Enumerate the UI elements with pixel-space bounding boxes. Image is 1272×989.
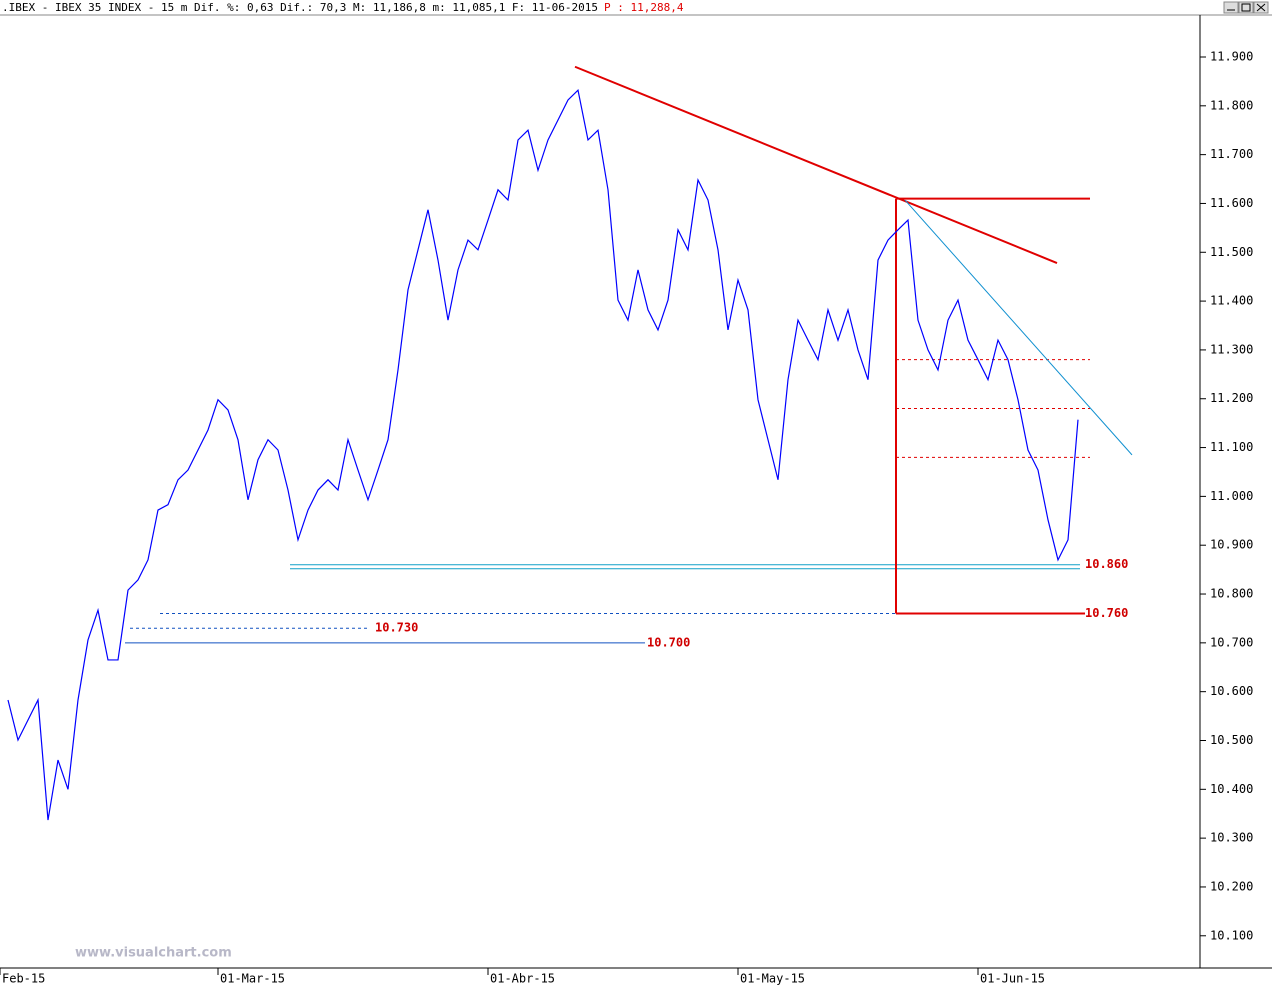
trend-line <box>904 199 1133 456</box>
watermark: www.visualchart.com <box>75 946 232 961</box>
close-icon <box>1256 3 1266 12</box>
x-tick-label: 01-Abr-15 <box>490 972 555 986</box>
maximize-icon <box>1241 3 1251 12</box>
y-tick-label: 11.200 <box>1210 391 1253 405</box>
trend-line <box>574 65 1058 264</box>
y-tick-label: 10.100 <box>1210 928 1253 942</box>
level-label: 10.860 <box>1085 557 1128 571</box>
y-tick-label: 10.700 <box>1210 635 1253 649</box>
x-tick-label: 01-Jun-15 <box>980 972 1045 986</box>
y-tick-label: 11.900 <box>1210 49 1253 63</box>
level-label: 10.700 <box>647 635 690 649</box>
y-tick-label: 11.800 <box>1210 98 1253 112</box>
y-tick-label: 10.300 <box>1210 831 1253 845</box>
level-label: 10.760 <box>1085 606 1128 620</box>
y-tick-label: 10.900 <box>1210 538 1253 552</box>
header-bar <box>0 0 1272 15</box>
price-line <box>7 88 1079 821</box>
level-label: 10.730 <box>375 621 418 635</box>
y-tick-label: 11.600 <box>1210 196 1253 210</box>
y-tick-label: 10.200 <box>1210 879 1253 893</box>
maximize-button[interactable] <box>1238 1 1254 14</box>
y-tick-label: 11.400 <box>1210 294 1253 308</box>
y-tick-label: 10.500 <box>1210 733 1253 747</box>
x-tick-label: Feb-15 <box>2 972 45 986</box>
x-tick-label: 01-May-15 <box>740 972 805 986</box>
y-tick-label: 11.000 <box>1210 489 1253 503</box>
y-tick-label: 11.500 <box>1210 245 1253 259</box>
header-price: P : 11,288,4 <box>604 1 684 14</box>
y-tick-label: 10.800 <box>1210 587 1253 601</box>
y-tick-label: 11.700 <box>1210 147 1253 161</box>
y-tick-label: 11.100 <box>1210 440 1253 454</box>
minimize-button[interactable] <box>1223 1 1239 14</box>
window-buttons <box>1223 1 1269 14</box>
y-tick-label: 10.600 <box>1210 684 1253 698</box>
y-tick-label: 11.300 <box>1210 342 1253 356</box>
x-tick-label: 01-Mar-15 <box>220 972 285 986</box>
y-tick-label: 10.400 <box>1210 782 1253 796</box>
header-text: .IBEX - IBEX 35 INDEX - 15 m Dif. %: 0,6… <box>2 1 598 14</box>
